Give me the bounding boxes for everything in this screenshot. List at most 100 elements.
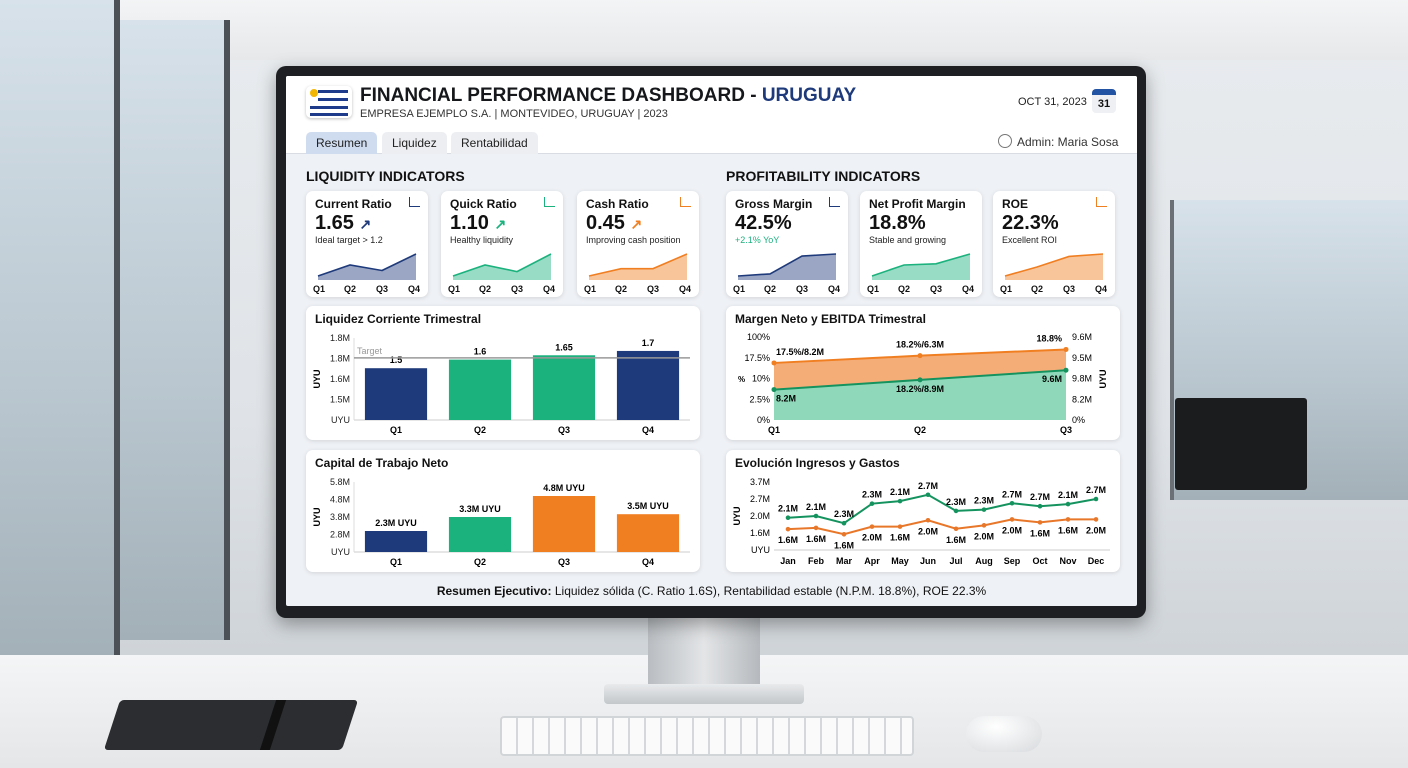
x-tick-label: Q1 <box>390 557 402 567</box>
data-label: 2.7M <box>1030 492 1050 502</box>
kpi-card-current-ratio[interactable]: Current Ratio 1.65 ↗ Ideal target > 1.2 … <box>306 191 428 297</box>
calendar-icon[interactable]: 31 <box>1092 89 1116 113</box>
sparkline-x-label: Q4 <box>543 284 555 294</box>
kpi-value: 1.65 ↗ <box>315 212 371 235</box>
data-point <box>953 508 959 514</box>
tab-rentabilidad[interactable]: Rentabilidad <box>451 132 538 154</box>
mouse <box>966 716 1042 752</box>
y-axis-label-right: UYU <box>1098 369 1108 388</box>
sparkline-x-label: Q4 <box>828 284 840 294</box>
chart-title: Evolución Ingresos y Gastos <box>735 456 900 470</box>
kpi-value: 22.3% <box>1002 212 1059 235</box>
page-title: FINANCIAL PERFORMANCE DASHBOARD - URUGUA… <box>360 85 856 107</box>
chart-canvas: Q1 Q2 Q3 Q4 <box>1000 253 1107 294</box>
data-label: 1.6M <box>946 535 966 545</box>
y-tick-label-right: 9.5M <box>1072 353 1092 363</box>
sparkline-x-label: Q3 <box>511 284 523 294</box>
data-point <box>813 513 819 519</box>
arrow-up-right-icon: ↗ <box>494 216 507 232</box>
x-tick-label: Q4 <box>642 425 654 435</box>
bar <box>364 368 428 420</box>
sparkline-x-label: Q2 <box>898 284 910 294</box>
sparkline-x-label: Q2 <box>1031 284 1043 294</box>
data-label: 2.3M UYU <box>375 518 417 528</box>
chart-margen-ebitda: Margen Neto y EBITDA Trimestral 100% 17.5%… <box>726 306 1120 440</box>
chart-title: Liquidez Corriente Trimestral <box>315 312 482 326</box>
kpi-card-quick-ratio[interactable]: Quick Ratio 1.10 ↗ Healthy liquidity Q1 Q… <box>441 191 563 297</box>
data-label: 2.7M <box>1002 489 1022 499</box>
data-point <box>917 353 923 359</box>
data-label: 1.6M <box>1030 528 1050 538</box>
arrow-up-right-icon: ↗ <box>359 216 372 232</box>
y-tick-label-left: 2.5% <box>749 394 770 404</box>
x-tick-label: Q1 <box>390 425 402 435</box>
sparkline-x-label: Q3 <box>1063 284 1075 294</box>
monitor-base <box>604 684 804 704</box>
sparkline-x-label: Q3 <box>376 284 388 294</box>
office-window <box>0 0 120 660</box>
sparkline-x-label: Q4 <box>408 284 420 294</box>
data-label: 3.5M UYU <box>627 501 669 511</box>
kpi-card-roe[interactable]: ROE 22.3% Excellent ROI Q1 Q2 Q3 Q4 <box>993 191 1115 297</box>
chart-title: Capital de Trabajo Neto <box>315 456 449 470</box>
dashboard-screen: FINANCIAL PERFORMANCE DASHBOARD - URUGUA… <box>286 76 1137 606</box>
data-label: 2.0M <box>1002 525 1022 535</box>
page-subtitle: EMPRESA EJEMPLO S.A. | MONTEVIDEO, URUGU… <box>360 108 668 120</box>
data-point <box>813 525 819 531</box>
chart-canvas: UYU 3.7M 2.7M 2.0M 1.6M UYU 2.1M 2.1M 2.3M 2.3M 2.… <box>732 477 1110 566</box>
kpi-card-net-profit-margin[interactable]: Net Profit Margin 18.8% Stable and growi… <box>860 191 982 297</box>
user-menu[interactable]: Admin: Maria Sosa <box>998 134 1118 149</box>
data-label: 2.7M <box>1086 485 1106 495</box>
title-text: FINANCIAL PERFORMANCE DASHBOARD - <box>360 85 762 106</box>
y-tick-label: 1.8M <box>330 354 350 364</box>
x-tick-label: Q2 <box>474 557 486 567</box>
data-point <box>771 360 777 366</box>
tab-resumen[interactable]: Resumen <box>306 132 378 154</box>
series-line <box>787 518 1096 536</box>
data-point <box>897 498 903 504</box>
sparkline-x-label: Q4 <box>679 284 691 294</box>
data-point <box>925 517 931 523</box>
data-label: 2.0M <box>862 533 882 543</box>
x-tick-label: Q3 <box>1060 425 1072 435</box>
target-label: Target <box>357 346 383 356</box>
sparkline-x-label: Q2 <box>344 284 356 294</box>
tab-liquidez[interactable]: Liquidez <box>382 132 447 154</box>
title-country: URUGUAY <box>761 85 857 106</box>
sparkline-x-label: Q2 <box>615 284 627 294</box>
data-point <box>869 524 875 529</box>
y-tick-label: 4.8M <box>330 495 350 505</box>
kpi-value: 0.45 ↗ <box>586 212 642 235</box>
sparkline-x-label: Q1 <box>867 284 879 294</box>
data-label: 2.1M <box>778 504 798 514</box>
sparkline-area <box>1005 254 1103 280</box>
sparkline-x-label: Q3 <box>647 284 659 294</box>
data-label: 18.8% <box>1036 333 1062 343</box>
kpi-value-text: 1.65 <box>315 212 354 234</box>
data-point <box>1063 367 1069 373</box>
x-tick-label: Jul <box>949 556 962 566</box>
x-tick-label: Q2 <box>914 425 926 435</box>
bar <box>616 514 680 552</box>
kpi-description: Ideal target > 1.2 <box>315 235 383 245</box>
chart-canvas: 100% 17.5% 10% 2.5% 0% 9.6M 9.5M 9.8M 8.2M 0%% UYU… <box>738 332 1108 435</box>
data-point <box>1037 503 1043 509</box>
data-label: 1.6M <box>834 540 854 550</box>
sparkline-line <box>1004 253 1104 277</box>
data-label: 17.5%/8.2M <box>776 347 824 357</box>
chart-liquidez-corriente: Liquidez Corriente Trimestral UYU 1.8M 1.8M… <box>306 306 700 440</box>
bar <box>616 350 680 420</box>
data-label: 1.6M <box>1058 525 1078 535</box>
chart-canvas: UYU 5.8M 4.8M 3.8M 2.8M UYU 2.3M UYU Q1 3.3M UYU… <box>312 477 690 567</box>
kpi-value-text: 22.3% <box>1002 212 1059 234</box>
data-label: 2.0M <box>1086 525 1106 535</box>
kpi-card-gross-margin[interactable]: Gross Margin 42.5% +2.1% YoY Q1 Q2 Q3 Q4 <box>726 191 848 297</box>
bar <box>448 359 512 420</box>
kpi-value: 1.10 ↗ <box>450 212 506 235</box>
x-tick-label: Q4 <box>642 557 654 567</box>
data-label: 2.7M <box>918 481 938 491</box>
kpi-value-text: 1.10 <box>450 212 489 234</box>
kpi-card-cash-ratio[interactable]: Cash Ratio 0.45 ↗ Improving cash positio… <box>577 191 699 297</box>
x-tick-label: Q3 <box>558 557 570 567</box>
y-tick-label-right: 9.6M <box>1072 332 1092 342</box>
